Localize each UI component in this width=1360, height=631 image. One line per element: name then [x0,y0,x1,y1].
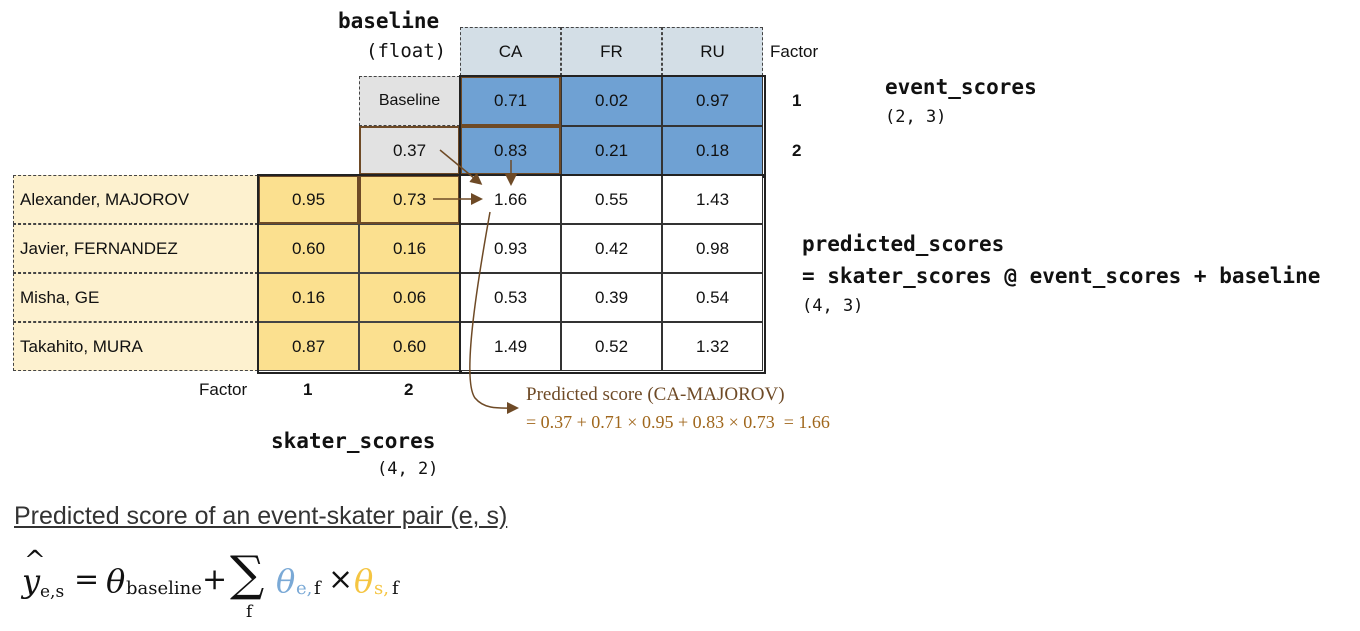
baseline-title: baseline [338,9,440,33]
predicted-scores-shape: (4, 3) [802,296,864,316]
predicted-cell: 1.43 [662,175,763,224]
event-score-cell: 0.83 [460,126,561,175]
skater-factor-2: 2 [404,380,414,399]
skater-score-cell: 0.73 [359,175,460,224]
event-score-cell: 0.02 [561,76,662,126]
event-score-cell: 0.18 [662,126,763,175]
event-score-cell: 0.21 [561,126,662,175]
skater-factor-label: Factor [199,380,248,399]
predicted-cell: 0.39 [561,273,662,322]
event-header-fr: FR [561,27,662,76]
annotation-title: Predicted score (CA-MAJOROV) [526,384,785,405]
predicted-cell: 0.93 [460,224,561,273]
arrow-from-baseline [439,149,483,185]
skater-score-cell: 0.16 [359,224,460,273]
event-header-ca: CA [460,27,561,76]
baseline-header: Baseline [359,76,460,126]
predicted-scores-title: predicted_scores [802,232,1005,256]
predicted-scores-formula: = skater_scores @ event_scores + baselin… [802,264,1321,288]
event-factor-1: 1 [792,91,802,110]
skater-name: Alexander, MAJOROV [13,175,258,224]
skater-name: Misha, GE [13,273,258,322]
skater-score-cell: 0.95 [258,175,359,224]
predicted-cell: 1.49 [460,322,561,371]
skater-score-cell: 0.87 [258,322,359,371]
skater-score-cell: 0.16 [258,273,359,322]
predicted-scores-border [459,174,766,374]
event-scores-title: event_scores [885,75,1037,99]
predicted-cell: 0.98 [662,224,763,273]
predicted-cell: 0.42 [561,224,662,273]
baseline-type-label: (float) [366,40,447,62]
skater-name: Javier, FERNANDEZ [13,224,258,273]
skater-name: Takahito, MURA [13,322,258,371]
predicted-cell: 0.54 [662,273,763,322]
event-header-ru: RU [662,27,763,76]
arrow-to-annotation [469,211,519,415]
skater-scores-shape: (4, 2) [377,459,439,479]
score-formula: y ^ e,s = θ baseline + ∑ f θ e, f × θ s,… [22,546,399,622]
skater-score-cell: 0.06 [359,273,460,322]
annotation-formula: = 0.37 + 0.71 × 0.95 + 0.83 × 0.73 = 1.6… [526,412,830,432]
event-scores-shape: (2, 3) [885,107,947,127]
skater-scores-title: skater_scores [271,429,436,453]
skater-factor-1: 1 [303,380,313,399]
event-score-cell: 0.71 [460,76,561,126]
footer-heading: Predicted score of an event-skater pair … [14,502,508,530]
predicted-cell: 0.53 [460,273,561,322]
event-factor-2: 2 [792,141,802,160]
predicted-cell: 0.52 [561,322,662,371]
predicted-cell: 1.32 [662,322,763,371]
event-factor-label: Factor [770,42,819,61]
